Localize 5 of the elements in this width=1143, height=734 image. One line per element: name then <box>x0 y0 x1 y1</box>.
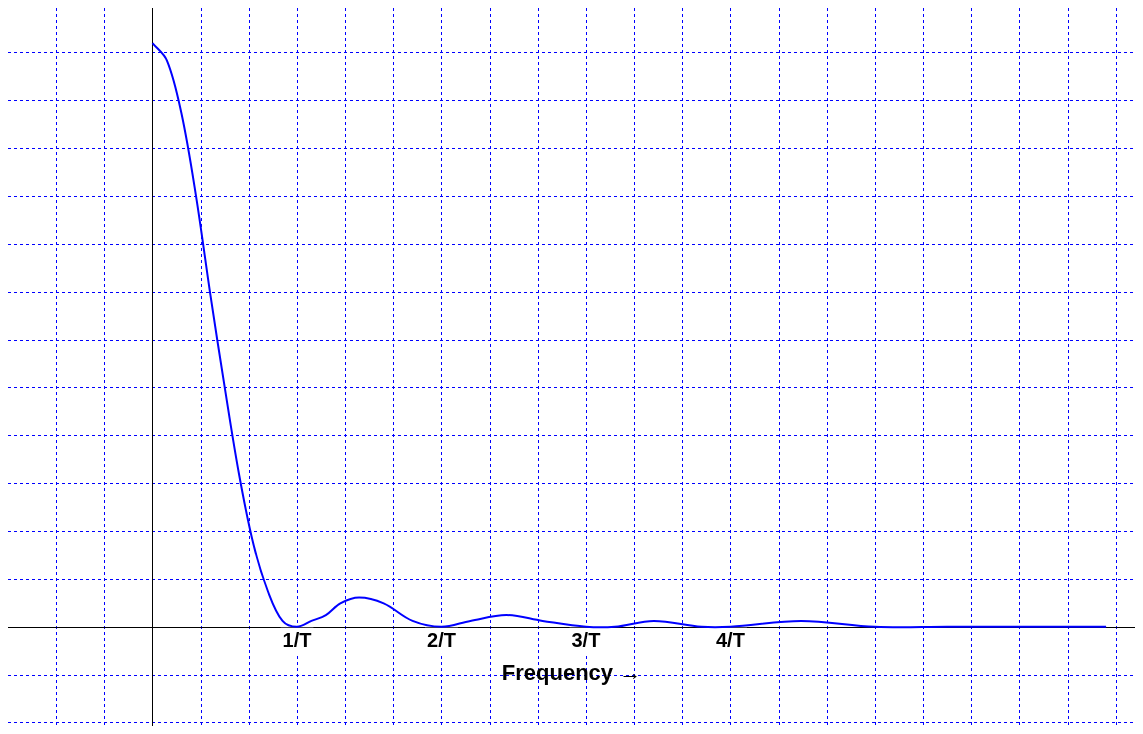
x-tick-label: 4/T <box>715 629 745 652</box>
x-tick-label: 3/T <box>571 629 601 652</box>
x-tick-label: 2/T <box>427 629 456 652</box>
x-axis-title: Frequency → <box>501 660 642 686</box>
x-tick-label: 1/T <box>282 629 312 652</box>
